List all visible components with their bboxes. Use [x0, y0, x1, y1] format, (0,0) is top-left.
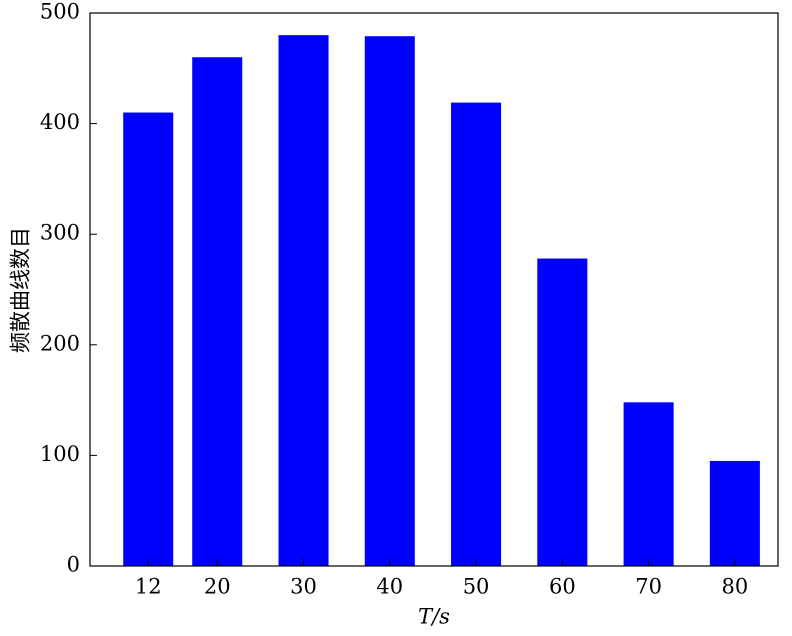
x-tick-label: 40: [376, 575, 403, 599]
plot-frame: [89, 12, 779, 567]
y-tick-label: 300: [40, 221, 80, 245]
y-axis-label: 频散曲线数目: [9, 227, 33, 353]
bar: [192, 57, 243, 567]
x-tick-label: 70: [635, 575, 662, 599]
bar: [451, 102, 502, 566]
x-tick-label: 60: [549, 575, 576, 599]
y-tick-label: 100: [40, 442, 80, 466]
y-tick-label: 500: [40, 0, 80, 24]
x-tick-label: 20: [204, 575, 231, 599]
x-tick-label: 80: [721, 575, 748, 599]
bar: [364, 36, 415, 566]
x-tick-label: 30: [290, 575, 317, 599]
y-tick-label: 200: [40, 331, 80, 355]
bar: [278, 35, 329, 567]
y-tick-label: 400: [40, 110, 80, 134]
bar: [709, 460, 760, 566]
bar: [537, 258, 588, 566]
bar: [623, 402, 674, 566]
x-tick-label: 50: [463, 575, 490, 599]
x-tick-label: 12: [135, 575, 162, 599]
x-axis-label: T/s: [418, 605, 450, 629]
y-tick-label: 0: [67, 553, 80, 577]
bar: [123, 112, 174, 566]
